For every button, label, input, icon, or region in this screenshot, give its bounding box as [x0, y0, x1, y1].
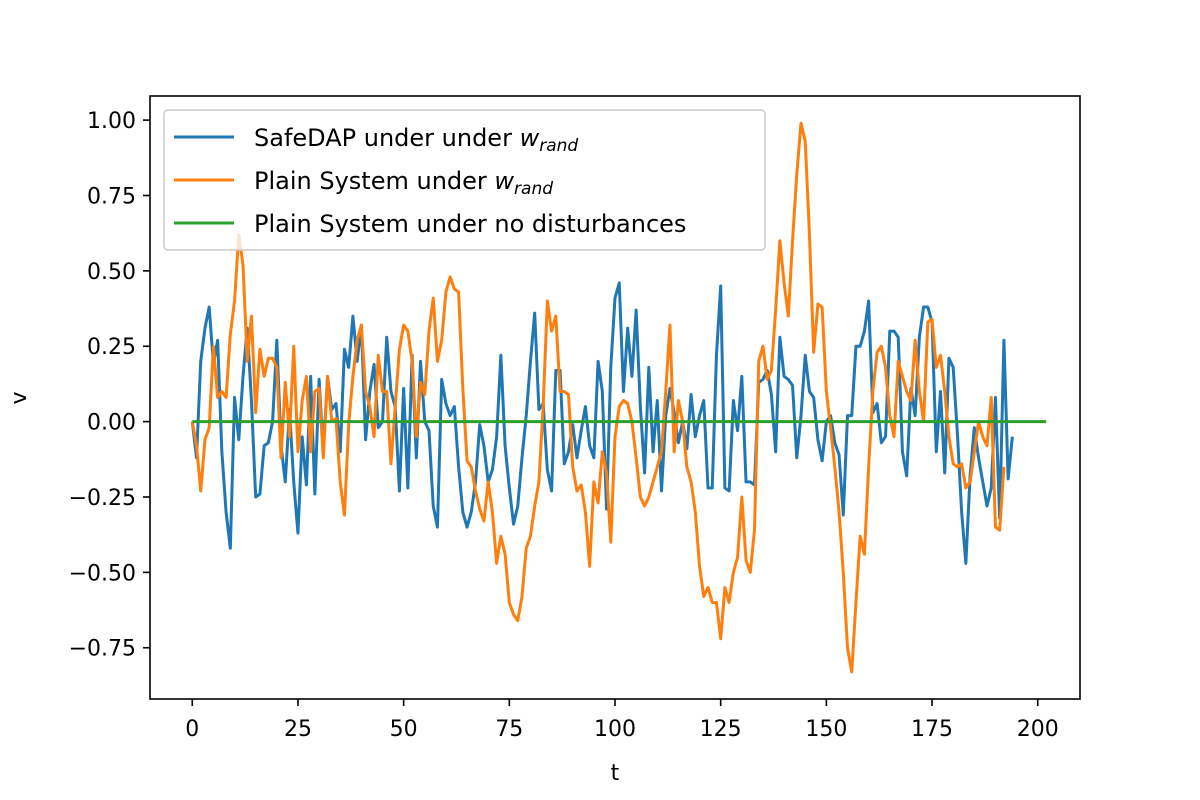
y-tick-label: −0.50 — [69, 561, 136, 586]
y-axis-label: v — [7, 391, 32, 404]
x-tick-label: 125 — [700, 717, 742, 742]
x-tick-label: 175 — [911, 717, 953, 742]
legend-label: SafeDAP under under wrand — [254, 124, 578, 156]
x-tick-label: 50 — [390, 717, 418, 742]
y-tick-label: 0.50 — [87, 260, 136, 285]
x-tick-label: 200 — [1017, 717, 1059, 742]
legend: SafeDAP under under wrand Plain System un… — [163, 109, 766, 251]
series-line-2 — [190, 121, 1006, 674]
x-axis-label: t — [611, 761, 620, 786]
legend-item-1: SafeDAP under under wrand — [174, 124, 578, 156]
y-tick-label: −0.25 — [69, 486, 136, 511]
x-tick-label: 150 — [805, 717, 847, 742]
x-tick-label: 100 — [594, 717, 636, 742]
y-axis: −0.75 −0.50 −0.25 0.00 0.25 0.50 0.75 1.00 — [69, 109, 150, 662]
y-tick-label: 1.00 — [87, 109, 136, 134]
x-tick-label: 0 — [185, 717, 199, 742]
legend-item-3: Plain System under no disturbances — [174, 210, 686, 238]
y-tick-label: 0.25 — [87, 335, 136, 360]
legend-item-2: Plain System under wrand — [174, 167, 553, 199]
x-tick-label: 75 — [495, 717, 523, 742]
x-tick-label: 25 — [284, 717, 312, 742]
legend-box — [163, 109, 766, 251]
x-axis: 0 25 50 75 100 125 150 175 200 — [185, 699, 1059, 742]
y-tick-label: 0.75 — [87, 184, 136, 209]
series-layer — [190, 121, 1047, 674]
y-tick-label: 0.00 — [87, 411, 136, 436]
legend-label: Plain System under wrand — [254, 167, 553, 199]
legend-label: Plain System under no disturbances — [254, 210, 686, 238]
y-tick-label: −0.75 — [69, 637, 136, 662]
